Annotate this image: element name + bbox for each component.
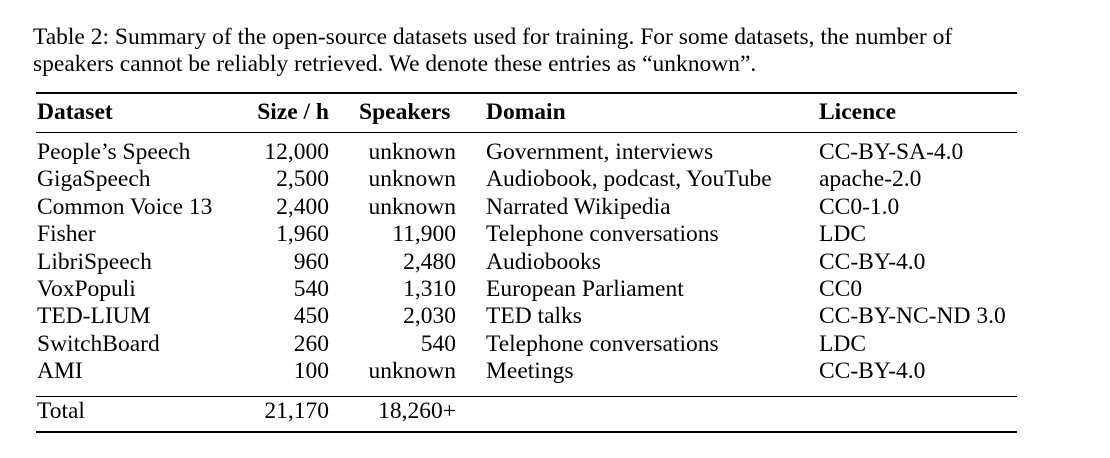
cell-dataset: Fisher: [37, 221, 96, 247]
cell-domain: Meetings: [486, 358, 574, 384]
header-speakers: Speakers: [359, 99, 451, 125]
cell-domain: Telephone conversations: [486, 221, 719, 247]
cell-dataset: GigaSpeech: [37, 166, 151, 192]
cell-size: 260: [293, 331, 329, 357]
caption-line-1: Table 2: Summary of the open-source data…: [33, 24, 953, 50]
cell-dataset: SwitchBoard: [37, 331, 160, 357]
cell-size: 540: [293, 276, 329, 302]
cell-licence: LDC: [819, 331, 866, 357]
table-caption: Table 2: Summary of the open-source data…: [33, 24, 1033, 78]
table-bottom-rule: [36, 431, 1017, 433]
cell-domain: European Parliament: [486, 276, 684, 302]
total-label: Total: [37, 398, 85, 424]
cell-size: 2,500: [276, 166, 329, 192]
header-domain: Domain: [486, 99, 566, 125]
cell-size: 450: [293, 303, 329, 329]
cell-licence: LDC: [819, 221, 866, 247]
cell-dataset: TED-LIUM: [37, 303, 151, 329]
caption-line-2: speakers cannot be reliably retrieved. W…: [33, 51, 757, 77]
cell-dataset: VoxPopuli: [37, 276, 136, 302]
cell-licence: CC-BY-NC-ND 3.0: [819, 303, 1006, 329]
cell-domain: Government, interviews: [486, 139, 714, 165]
cell-licence: CC-BY-SA-4.0: [819, 139, 964, 165]
cell-domain: Telephone conversations: [486, 331, 719, 357]
cell-speakers: 11,900: [392, 221, 456, 247]
cell-licence: CC-BY-4.0: [819, 249, 926, 275]
cell-domain: Audiobooks: [486, 249, 601, 275]
total-size: 21,170: [264, 398, 329, 424]
table-top-rule: [36, 92, 1017, 94]
header-licence: Licence: [819, 99, 896, 125]
header-size: Size / h: [257, 99, 329, 125]
header-dataset: Dataset: [37, 99, 113, 125]
cell-domain: TED talks: [486, 303, 582, 329]
cell-dataset: People’s Speech: [37, 139, 191, 165]
cell-speakers: 540: [420, 331, 456, 357]
cell-size: 12,000: [264, 139, 329, 165]
cell-size: 100: [293, 358, 329, 384]
cell-speakers: unknown: [368, 139, 456, 165]
cell-dataset: LibriSpeech: [37, 249, 152, 275]
cell-size: 1,960: [276, 221, 329, 247]
total-speakers: 18,260+: [378, 398, 456, 424]
cell-speakers: unknown: [368, 194, 456, 220]
cell-domain: Narrated Wikipedia: [486, 194, 671, 220]
cell-dataset: AMI: [37, 358, 83, 384]
cell-licence: CC0: [819, 276, 863, 302]
cell-speakers: 2,480: [403, 249, 456, 275]
cell-licence: apache-2.0: [819, 166, 922, 192]
cell-speakers: unknown: [368, 358, 456, 384]
cell-licence: CC-BY-4.0: [819, 358, 926, 384]
table-header-rule: [36, 132, 1017, 133]
cell-size: 960: [293, 249, 329, 275]
cell-speakers: 2,030: [403, 303, 456, 329]
cell-speakers: 1,310: [403, 276, 456, 302]
cell-licence: CC0-1.0: [819, 194, 900, 220]
cell-domain: Audiobook, podcast, YouTube: [486, 166, 772, 192]
cell-speakers: unknown: [368, 166, 456, 192]
cell-size: 2,400: [276, 194, 329, 220]
table-total-rule: [36, 396, 1017, 397]
cell-dataset: Common Voice 13: [37, 194, 213, 220]
